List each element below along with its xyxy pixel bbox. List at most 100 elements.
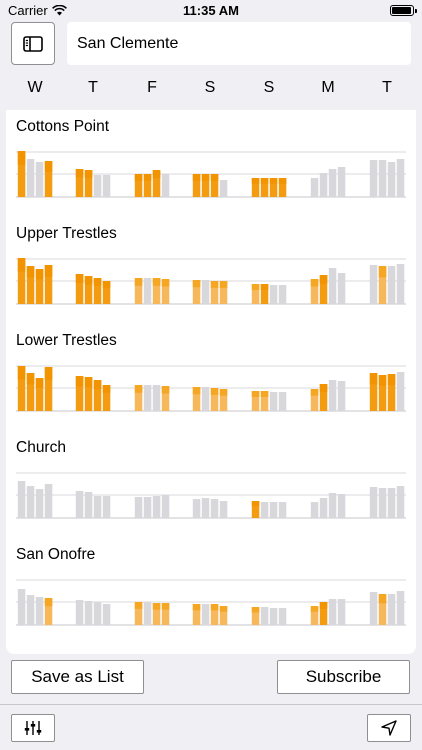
subscribe-label: Subscribe — [305, 667, 382, 686]
forecast-bar — [26, 159, 35, 197]
forecast-bar-cap — [35, 378, 44, 388]
forecast-bar-cap — [75, 274, 84, 283]
forecast-bar-cap — [378, 266, 387, 278]
forecast-bar-cap — [251, 501, 260, 507]
subscribe-button[interactable]: Subscribe — [277, 660, 410, 694]
forecast-bar — [278, 608, 287, 625]
forecast-bar — [152, 385, 161, 411]
forecast-bar-cap — [378, 375, 387, 386]
forecast-bar-cap — [143, 174, 152, 181]
sidebar-toggle-button[interactable] — [11, 22, 55, 65]
forecast-bar — [251, 391, 260, 411]
forecast-bar-cap — [278, 178, 287, 184]
filter-button[interactable] — [11, 714, 55, 742]
spot-forecast-chart[interactable] — [6, 356, 416, 412]
forecast-bar-cap — [161, 386, 170, 394]
spot-forecast-chart[interactable] — [6, 249, 416, 305]
forecast-bar — [161, 386, 170, 411]
status-bar: Carrier 11:35 AM — [0, 0, 422, 22]
current-location-button[interactable] — [367, 714, 411, 742]
forecast-bar — [310, 606, 319, 625]
forecast-bar — [35, 378, 44, 411]
toolbar-divider — [0, 704, 422, 705]
forecast-bar — [17, 589, 26, 625]
forecast-bar — [143, 174, 152, 197]
spot-forecast-chart[interactable] — [6, 463, 416, 519]
forecast-bar — [328, 268, 337, 304]
spot-name[interactable]: Cottons Point — [16, 118, 110, 135]
location-search-field[interactable]: San Clemente — [67, 22, 411, 65]
spot-name[interactable]: Church — [16, 439, 66, 456]
forecast-bar — [328, 493, 337, 518]
forecast-bar — [310, 389, 319, 411]
forecast-bar-cap — [44, 367, 53, 381]
forecast-bar-cap — [310, 279, 319, 287]
spot-forecast-chart[interactable] — [6, 142, 416, 198]
forecast-bar — [44, 161, 53, 197]
forecast-bar — [102, 496, 111, 518]
forecast-bar — [219, 389, 228, 411]
forecast-bar — [102, 604, 111, 625]
forecast-bar — [102, 385, 111, 411]
forecast-bar — [17, 151, 26, 197]
forecast-bar-cap — [152, 278, 161, 286]
sliders-icon — [24, 721, 42, 735]
forecast-bar — [210, 281, 219, 304]
day-label: M — [321, 79, 335, 96]
forecast-bar — [337, 599, 346, 625]
forecast-bar — [219, 606, 228, 625]
forecast-bar-cap — [210, 174, 219, 181]
forecast-bar — [143, 497, 152, 518]
forecast-bar — [387, 488, 396, 518]
forecast-bar — [201, 280, 210, 304]
forecast-bar — [369, 373, 378, 411]
forecast-bar-cap — [161, 603, 170, 610]
forecast-bar — [328, 169, 337, 197]
forecast-bar — [201, 387, 210, 411]
forecast-bar-cap — [192, 174, 201, 181]
forecast-bar-cap — [75, 169, 84, 178]
forecast-bar — [378, 488, 387, 518]
forecast-bar-cap — [251, 391, 260, 397]
forecast-bar — [152, 170, 161, 197]
forecast-bar-cap — [161, 279, 170, 287]
carrier: Carrier — [8, 3, 67, 18]
forecast-bar — [369, 592, 378, 625]
forecast-bar — [44, 484, 53, 518]
forecast-bar-cap — [17, 366, 26, 380]
forecast-bar — [161, 174, 170, 197]
forecast-bar — [152, 496, 161, 518]
forecast-bar-cap — [219, 606, 228, 612]
forecast-bar — [210, 499, 219, 518]
save-as-list-button[interactable]: Save as List — [11, 660, 144, 694]
forecast-bar-cap — [26, 266, 35, 278]
spot-forecast-chart[interactable] — [6, 570, 416, 626]
forecast-bar — [260, 607, 269, 625]
forecast-bar — [369, 160, 378, 197]
forecast-bar — [161, 279, 170, 304]
forecast-bar — [337, 381, 346, 411]
forecast-bar — [378, 594, 387, 625]
forecast-bar — [93, 278, 102, 304]
forecast-bar-cap — [84, 377, 93, 388]
spot-name[interactable]: San Onofre — [16, 546, 96, 563]
forecast-bar — [251, 284, 260, 304]
forecast-bar — [192, 604, 201, 625]
day-label: T — [382, 79, 392, 96]
forecast-bar — [319, 602, 328, 625]
forecast-bar — [278, 178, 287, 197]
forecast-bar — [210, 604, 219, 625]
forecast-bar-cap — [269, 178, 278, 184]
forecast-bar — [75, 600, 84, 625]
forecast-bar — [260, 178, 269, 197]
forecast-bar — [269, 392, 278, 411]
forecast-bar-cap — [134, 278, 143, 286]
forecast-bar — [143, 385, 152, 411]
forecast-bar-cap — [35, 269, 44, 280]
forecast-bar — [328, 380, 337, 411]
forecast-bar-cap — [319, 602, 328, 609]
forecast-panel[interactable]: Cottons Point Upper Trestles Lower Trestle… — [6, 110, 416, 654]
forecast-bar-cap — [219, 281, 228, 288]
spot-name[interactable]: Upper Trestles — [16, 225, 117, 242]
spot-name[interactable]: Lower Trestles — [16, 332, 117, 349]
